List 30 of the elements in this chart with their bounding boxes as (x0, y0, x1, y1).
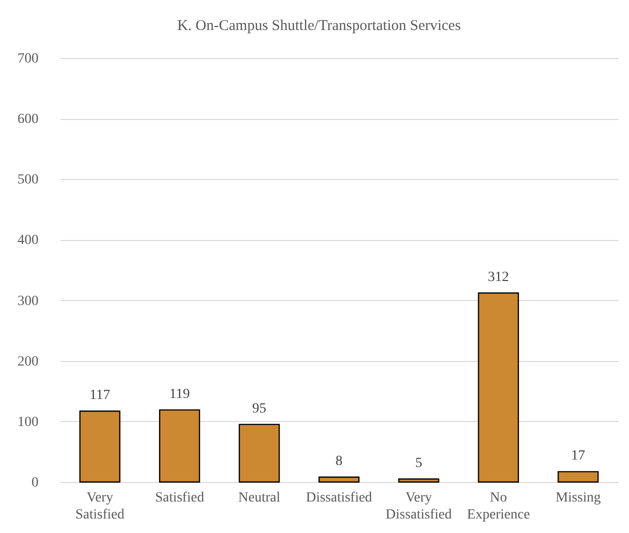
bar (238, 424, 280, 483)
data-label: 117 (90, 388, 110, 404)
bar (478, 292, 519, 483)
bar (558, 471, 599, 483)
x-tick-label: Very Satisfied (75, 490, 124, 522)
bar (398, 478, 440, 483)
data-label: 119 (169, 386, 190, 402)
y-tick-label: 400 (18, 233, 38, 248)
data-label: 5 (415, 456, 422, 471)
data-label: 312 (488, 270, 509, 286)
x-tick-label: Neutral (238, 490, 280, 506)
y-tick-label: 100 (18, 414, 38, 430)
y-tick-label: 600 (18, 112, 38, 128)
x-tick-label: Dissatisfied (306, 490, 372, 506)
x-tick-label: Satisfied (155, 490, 204, 506)
y-tick-label: 300 (18, 294, 38, 309)
bar (159, 409, 200, 483)
y-tick-label: 700 (18, 52, 38, 66)
y-tick-label: 0 (32, 476, 38, 490)
x-tick-label: No Experience (466, 490, 530, 522)
x-tick-label: Missing (556, 490, 601, 506)
data-label: 17 (571, 448, 586, 464)
y-tick-label: 500 (18, 172, 38, 188)
bar (79, 410, 120, 483)
data-label: 8 (336, 454, 342, 470)
bar (318, 476, 360, 483)
x-tick-label: Very Dissatisfied (386, 490, 452, 522)
chart-title: K. On-Campus Shuttle/Transportation Services (177, 18, 461, 34)
data-label: 95 (252, 401, 266, 416)
y-tick-label: 200 (18, 354, 38, 370)
